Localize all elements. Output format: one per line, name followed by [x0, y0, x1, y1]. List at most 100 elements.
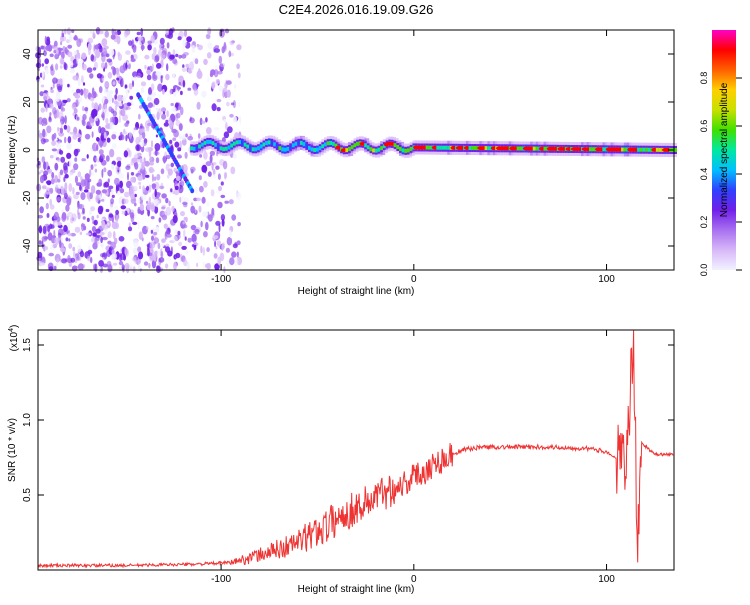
heatmap-cell	[237, 72, 241, 79]
heatmap-cell	[60, 35, 67, 42]
heatmap-cell	[56, 197, 61, 202]
heatmap-band-core	[257, 146, 263, 151]
heatmap-cell	[66, 215, 69, 221]
heatmap-cell	[140, 87, 144, 94]
heatmap-band-core	[299, 140, 305, 145]
heatmap-cell	[194, 186, 199, 195]
heatmap-cell	[49, 112, 52, 116]
heatmap-cell	[170, 102, 174, 107]
heatmap-cell	[223, 131, 230, 139]
heatmap-cell	[58, 131, 65, 137]
heatmap-band-core	[243, 142, 249, 147]
heatmap-cell	[108, 106, 113, 113]
heatmap-cell	[121, 77, 124, 87]
heatmap-cell	[46, 125, 52, 134]
heatmap-cell	[68, 183, 73, 192]
heatmap-cell	[62, 77, 65, 85]
heatmap-cell	[53, 265, 57, 270]
heatmap-cell	[92, 232, 97, 237]
heatmap-cell	[103, 167, 107, 173]
heatmap-cell	[198, 68, 201, 77]
heatmap-cell	[44, 35, 47, 45]
heatmap-cell	[52, 107, 57, 115]
heatmap-cell	[236, 240, 241, 246]
heatmap-cell	[45, 191, 51, 195]
heatmap-cell	[71, 89, 75, 94]
heatmap-cell	[51, 172, 55, 179]
heatmap-cell	[122, 102, 129, 111]
spectrogram-x-ticks: -100 0 100	[211, 30, 615, 285]
heatmap-cell	[180, 195, 186, 203]
heatmap-cell	[137, 198, 141, 203]
heatmap-band-core	[399, 146, 404, 151]
heatmap-band-core	[246, 144, 252, 149]
heatmap-cell	[99, 30, 104, 35]
heatmap-cell	[134, 193, 137, 198]
heatmap-cell	[130, 58, 136, 63]
heatmap-cell	[180, 211, 185, 217]
heatmap-band-core	[589, 147, 594, 152]
heatmap-cell	[82, 120, 85, 125]
heatmap-cell	[107, 222, 110, 226]
heatmap-cell	[43, 161, 47, 171]
heatmap-band-core	[655, 147, 661, 152]
heatmap-cell	[225, 247, 230, 253]
heatmap-cell	[165, 73, 170, 81]
heatmap-cell	[174, 185, 179, 191]
heatmap-cell	[150, 216, 155, 220]
heatmap-band-core	[441, 145, 447, 150]
heatmap-cell	[187, 237, 192, 243]
heatmap-cell	[151, 259, 157, 269]
heatmap-cell	[110, 188, 114, 195]
heatmap-cell	[117, 94, 123, 102]
heatmap-cell	[189, 117, 195, 124]
heatmap-cell	[48, 115, 52, 121]
heatmap-cell	[84, 88, 89, 94]
heatmap-cell	[60, 156, 66, 163]
heatmap-cell	[116, 72, 121, 78]
heatmap-cell	[77, 171, 82, 178]
heatmap-cell	[43, 50, 47, 57]
heatmap-cell	[153, 97, 160, 106]
heatmap-cell	[134, 212, 137, 220]
heatmap-cell	[124, 84, 128, 89]
heatmap-cell	[224, 28, 230, 34]
heatmap-cell	[140, 81, 147, 87]
heatmap-cell	[217, 70, 223, 75]
heatmap-cell	[79, 250, 85, 258]
heatmap-cell	[209, 150, 216, 156]
heatmap-band-core	[348, 147, 354, 151]
heatmap-cell	[116, 161, 121, 167]
heatmap-band-core	[254, 147, 260, 152]
heatmap-cell	[116, 156, 122, 162]
heatmap-cell	[113, 230, 116, 240]
heatmap-cell	[161, 206, 166, 210]
heatmap-cell	[230, 166, 236, 175]
heatmap-cell	[197, 133, 201, 139]
heatmap-cell	[61, 51, 65, 60]
heatmap-cell	[82, 113, 87, 121]
heatmap-cell	[90, 206, 95, 212]
colorbar-tick-label: 0.0	[699, 264, 709, 277]
heatmap-cell	[95, 194, 99, 203]
heatmap-cell	[213, 127, 220, 131]
heatmap-cell	[86, 67, 93, 73]
heatmap-cell	[155, 157, 160, 164]
heatmap-cell	[151, 235, 154, 241]
heatmap-cell	[111, 249, 115, 255]
y-tick-label: -40	[22, 238, 33, 253]
heatmap-cell	[107, 90, 114, 95]
heatmap-cell	[191, 45, 196, 54]
heatmap-cell	[39, 91, 44, 97]
heatmap-cell	[94, 163, 97, 167]
heatmap-cell	[182, 224, 188, 229]
heatmap-band-core	[278, 146, 284, 151]
heatmap-cell	[69, 158, 72, 168]
heatmap-cell	[99, 140, 103, 148]
heatmap-cell	[125, 134, 128, 142]
heatmap-cell	[101, 38, 108, 47]
heatmap-cell	[45, 103, 48, 113]
heatmap-cell	[130, 214, 135, 223]
heatmap-cell	[169, 54, 175, 60]
heatmap-band-core	[621, 147, 627, 152]
